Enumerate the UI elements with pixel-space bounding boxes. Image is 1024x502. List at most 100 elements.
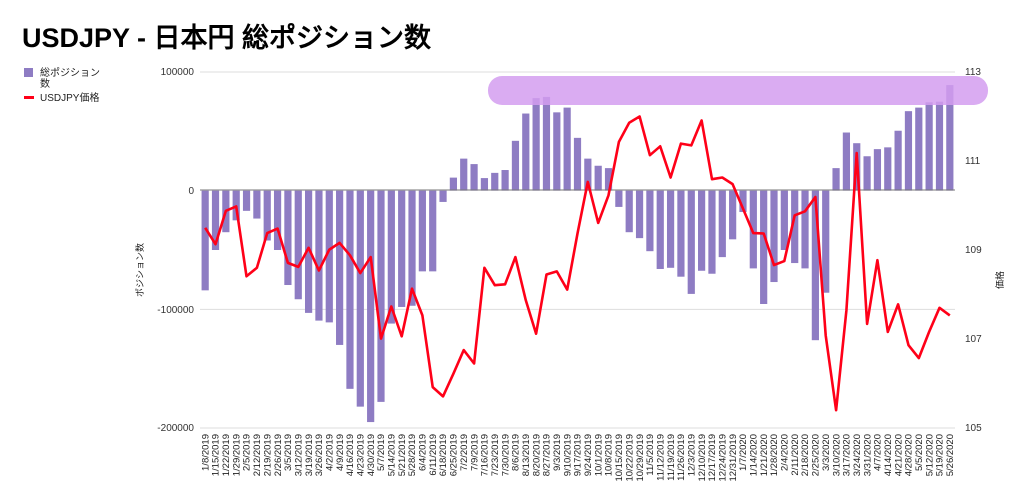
right-axis-title: 価格 — [994, 271, 1005, 289]
x-tick-label: 4/9/2019 — [335, 434, 346, 471]
x-tick-label: 8/20/2019 — [531, 434, 542, 476]
position-bar — [718, 190, 726, 258]
position-bar — [791, 190, 799, 264]
position-bar — [625, 190, 633, 233]
chart-title: USDJPY - 日本円 総ポジション数 — [22, 22, 432, 53]
position-bar — [460, 158, 468, 191]
position-bar — [584, 158, 592, 191]
position-bar — [666, 190, 675, 268]
price-line — [204, 115, 951, 412]
x-tick-label: 12/10/2019 — [697, 434, 708, 482]
position-bar — [615, 190, 623, 207]
position-bar — [739, 190, 747, 213]
x-tick-label: 8/6/2019 — [511, 434, 522, 471]
legend: 総ポジション 数 USDJPY価格 — [24, 66, 100, 104]
x-tick-label: 3/12/2019 — [294, 434, 305, 476]
x-tick-label: 5/5/2020 — [914, 434, 925, 471]
position-bar — [894, 130, 902, 191]
x-tick-label: 2/5/2019 — [242, 434, 253, 471]
position-bar — [687, 190, 695, 294]
x-tick-label: 5/12/2020 — [924, 434, 935, 476]
left-tick-label: 100000 — [161, 67, 195, 78]
position-bar — [294, 190, 302, 300]
position-bar — [863, 156, 871, 191]
position-bar — [491, 172, 499, 191]
right-tick-label: 109 — [965, 245, 982, 256]
position-bar — [346, 190, 354, 389]
left-axis-title: ポジション数 — [134, 243, 145, 297]
x-tick-label: 1/29/2019 — [231, 434, 242, 476]
position-bar — [377, 190, 385, 402]
position-bar — [656, 190, 664, 269]
position-bar — [698, 190, 706, 271]
left-tick-label: -200000 — [157, 423, 194, 434]
position-bar — [336, 190, 344, 345]
position-bar — [501, 170, 509, 191]
x-tick-label: 6/11/2019 — [428, 434, 439, 476]
legend-bar-label-line1: 総ポジション — [40, 66, 100, 79]
position-bar — [604, 168, 613, 191]
position-bar — [211, 190, 220, 250]
x-tick-label: 2/12/2019 — [252, 434, 263, 476]
x-tick-label: 3/10/2020 — [831, 434, 842, 476]
x-tick-label: 5/7/2019 — [376, 434, 387, 471]
x-tick-label: 2/25/2020 — [811, 434, 822, 476]
x-tick-label: 4/2/2019 — [325, 434, 336, 471]
gridlines — [200, 71, 955, 429]
position-bar — [511, 140, 520, 191]
x-tick-label: 10/1/2019 — [593, 434, 604, 476]
legend-line-label: USDJPY価格 — [40, 91, 99, 104]
right-tick-label: 105 — [965, 423, 982, 434]
x-tick-label: 11/5/2019 — [645, 434, 656, 476]
x-tick-label: 2/26/2019 — [273, 434, 284, 476]
position-bar — [801, 190, 809, 269]
position-bar — [304, 190, 313, 313]
x-tick-label: 3/3/2020 — [821, 434, 832, 471]
position-bar — [398, 190, 406, 307]
position-bar — [780, 190, 788, 250]
position-bar — [946, 85, 954, 191]
position-bar — [770, 190, 778, 283]
left-tick-label: 0 — [188, 186, 194, 197]
position-bar — [925, 102, 933, 191]
position-bar — [522, 113, 530, 191]
position-bar — [387, 190, 395, 324]
position-bar — [873, 149, 882, 191]
x-tick-label: 3/17/2020 — [842, 434, 853, 476]
legend-bar-swatch — [24, 68, 33, 77]
x-axis-labels: 1/8/2019 1/15/2019 1/22/2019 1/29/2019 2/5/2… — [200, 434, 956, 482]
x-tick-label: 1/28/2020 — [769, 434, 780, 476]
position-bar — [284, 190, 292, 286]
highlight-band — [488, 76, 988, 105]
right-axis-ticks: 113 111 109 107 105 — [965, 67, 982, 434]
position-bar — [646, 190, 654, 252]
x-tick-label: 12/24/2019 — [718, 434, 729, 482]
position-bar — [677, 190, 685, 277]
x-tick-label: 12/31/2019 — [728, 434, 739, 482]
position-bar — [553, 112, 561, 191]
position-bar — [842, 132, 851, 191]
x-tick-label: 12/3/2019 — [687, 434, 698, 476]
x-tick-label: 2/4/2020 — [780, 434, 791, 471]
x-tick-label: 7/2/2019 — [459, 434, 470, 471]
x-tick-label: 8/27/2019 — [542, 434, 553, 476]
x-tick-label: 1/22/2019 — [221, 434, 232, 476]
x-tick-label: 5/28/2019 — [407, 434, 418, 476]
position-bar — [708, 190, 716, 274]
x-tick-label: 7/23/2019 — [490, 434, 501, 476]
position-bar — [315, 190, 323, 321]
position-bar — [563, 107, 571, 191]
position-bar — [470, 164, 478, 191]
x-tick-label: 5/14/2019 — [387, 434, 398, 476]
position-bar — [822, 190, 830, 293]
x-tick-label: 2/18/2020 — [800, 434, 811, 476]
position-bar — [832, 168, 840, 191]
x-tick-label: 11/19/2019 — [666, 434, 677, 481]
x-tick-label: 1/7/2020 — [738, 434, 749, 471]
legend-bar-label-line2: 数 — [40, 77, 50, 90]
position-bar — [418, 190, 426, 272]
right-tick-label: 107 — [965, 334, 982, 345]
position-bar — [253, 190, 261, 219]
position-bar — [532, 98, 540, 191]
position-bar — [408, 190, 416, 306]
